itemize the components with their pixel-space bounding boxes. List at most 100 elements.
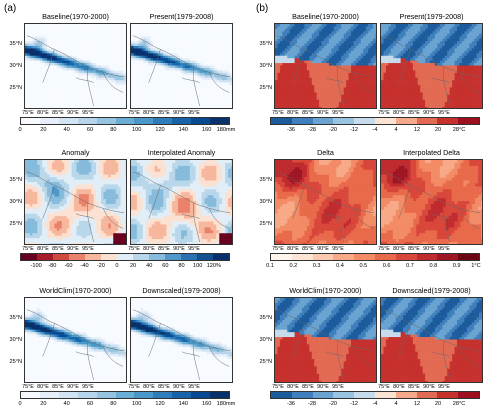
a-row3-map2-lon-label: 75°E — [128, 384, 140, 390]
colorbar-segment — [213, 254, 229, 260]
b-row3-map2-lon-label: 95°E — [438, 384, 450, 390]
colorbar-segment — [354, 254, 375, 260]
a-row3-map1-lon-label: 75°E — [22, 384, 34, 390]
a-row2-map2-lon-label: 75°E — [128, 246, 140, 252]
b-row2-map1-lon-label: 75°E — [272, 246, 284, 252]
a-row2-colorbar-tick-label: 0 — [115, 263, 119, 269]
b-row1-colorbar-tick-label: -4 — [372, 127, 378, 133]
b-row2-map2-lon-label: 90°E — [423, 246, 435, 252]
b-row1-colorbar-tick-label: 28°C — [452, 127, 466, 133]
colorbar-segment — [101, 254, 117, 260]
a-row1-colorbar-tick-label: 20 — [40, 127, 47, 133]
b-row2-colorbar-tick-label: 0.8 — [429, 263, 438, 269]
b-row3-map2-lon-label: 75°E — [378, 384, 390, 390]
b-row3-map2-lon-label: 90°E — [423, 384, 435, 390]
a-row1-map1-lon-label: 75°E — [22, 110, 34, 116]
a-row1-map1-lon-label: 80°E — [37, 110, 49, 116]
b-row1-lat-label: 25°N — [259, 85, 273, 91]
colorbar-segment — [312, 254, 334, 260]
colorbar-segment — [395, 118, 417, 124]
b-row2-colorbar — [270, 253, 480, 261]
b-row2-lat-label: 25°N — [259, 221, 273, 227]
a-row2-map2-lon-label: 90°E — [173, 246, 185, 252]
colorbar-segment — [374, 392, 396, 398]
b-row2-map2-lon-label: 75°E — [378, 246, 390, 252]
b-row2-map2-lon-label: 85°E — [408, 246, 420, 252]
a-row2-map1-lon-label: 80°E — [37, 246, 49, 252]
a-row2-right-map — [130, 159, 233, 245]
b-row1-colorbar-tick-label: -28 — [307, 127, 317, 133]
a-row1-map1-lon-label: 95°E — [82, 110, 94, 116]
a-row3-left-map — [24, 297, 127, 383]
a-row1-colorbar-tick-label: 140 — [178, 127, 188, 133]
b-row2-colorbar-tick-label: 1°C — [471, 263, 481, 269]
b-row1-left-map-title: Baseline(1970-2000) — [292, 12, 359, 21]
a-row3-colorbar-tick-label: 140 — [178, 401, 188, 407]
b-row3-colorbar-tick-label: 28°C — [452, 401, 466, 407]
a-row2-lat-label: 35°N — [9, 177, 23, 183]
a-row2-lat-label: 25°N — [9, 221, 23, 227]
a-row2-left-map — [24, 159, 127, 245]
colorbar-segment — [197, 254, 213, 260]
colorbar-segment — [395, 254, 417, 260]
colorbar-segment — [172, 118, 192, 124]
b-row2-map2-lon-label: 95°E — [438, 246, 450, 252]
a-row2-colorbar-tick-label: 20 — [129, 263, 137, 269]
a-row3-colorbar-tick-label: 100 — [131, 401, 142, 407]
b-row2-colorbar-tick-label: 0.4 — [336, 263, 344, 269]
colorbar-segment — [271, 392, 292, 398]
a-row1-map2-lon-label: 80°E — [143, 110, 155, 116]
b-row2-map2-lon-label: 80°E — [393, 246, 405, 252]
colorbar-segment — [21, 254, 37, 260]
b-row2-map1-lon-label: 80°E — [287, 246, 299, 252]
b-row1-colorbar-tick-label: 12 — [413, 127, 421, 133]
a-row3-lat-label: 35°N — [9, 315, 23, 321]
colorbar-segment — [133, 254, 149, 260]
a-row2-colorbar — [20, 253, 230, 261]
colorbar-segment — [374, 118, 396, 124]
a-row3-left-map-title: WorldClim(1970-2000) — [39, 286, 112, 295]
colorbar-segment — [165, 254, 181, 260]
a-row3-colorbar-tick-label: 60 — [86, 401, 94, 407]
a-row2-right-map-title: Interpolated Anomaly — [147, 148, 216, 157]
b-row2-map1-lon-label: 95°E — [332, 246, 344, 252]
b-row1-map2-lon-label: 95°E — [438, 110, 450, 116]
a-row1-right-map — [130, 23, 233, 109]
b-row3-map1-lon-label: 75°E — [272, 384, 284, 390]
b-row2-lat-label: 35°N — [259, 177, 273, 183]
b-row1-map2-lon-label: 75°E — [378, 110, 390, 116]
a-row1-left-map — [24, 23, 127, 109]
colorbar-segment — [39, 118, 59, 124]
a-row2-map1-lon-label: 75°E — [22, 246, 34, 252]
colorbar-segment — [77, 392, 97, 398]
a-row3-map1-lon-label: 85°E — [52, 384, 64, 390]
colorbar-segment — [134, 392, 154, 398]
colorbar-segment — [312, 118, 334, 124]
a-row2-colorbar-tick-label: 80 — [178, 263, 185, 269]
panel-a-label: (a) — [4, 3, 17, 14]
a-row3-map1-lon-label: 95°E — [82, 384, 94, 390]
b-row1-lat-label: 35°N — [259, 41, 273, 47]
colorbar-segment — [333, 254, 355, 260]
colorbar-segment — [117, 254, 133, 260]
colorbar-segment — [77, 118, 97, 124]
a-row1-colorbar-tick-label: 180mm — [216, 127, 236, 133]
colorbar-segment — [416, 118, 438, 124]
colorbar-segment — [416, 254, 438, 260]
colorbar-segment — [271, 254, 292, 260]
colorbar-segment — [291, 254, 313, 260]
colorbar-segment — [374, 254, 396, 260]
a-row3-lat-label: 25°N — [9, 359, 23, 365]
a-row1-colorbar-tick-label: 40 — [63, 127, 70, 133]
b-row1-colorbar-tick-label: 20 — [434, 127, 442, 133]
a-row1-map1-lon-label: 90°E — [67, 110, 79, 116]
a-row2-colorbar-tick-label: -100 — [30, 263, 42, 269]
b-row2-colorbar-tick-label: 0.5 — [359, 263, 368, 269]
b-row3-lat-label: 25°N — [259, 359, 273, 365]
colorbar-segment — [416, 392, 438, 398]
colorbar-segment — [210, 118, 229, 124]
a-row1-left-map-title: Baseline(1970-2000) — [42, 12, 109, 21]
b-row3-colorbar-tick-label: -12 — [349, 401, 359, 407]
colorbar-segment — [458, 392, 479, 398]
b-row3-left-map — [274, 297, 377, 383]
